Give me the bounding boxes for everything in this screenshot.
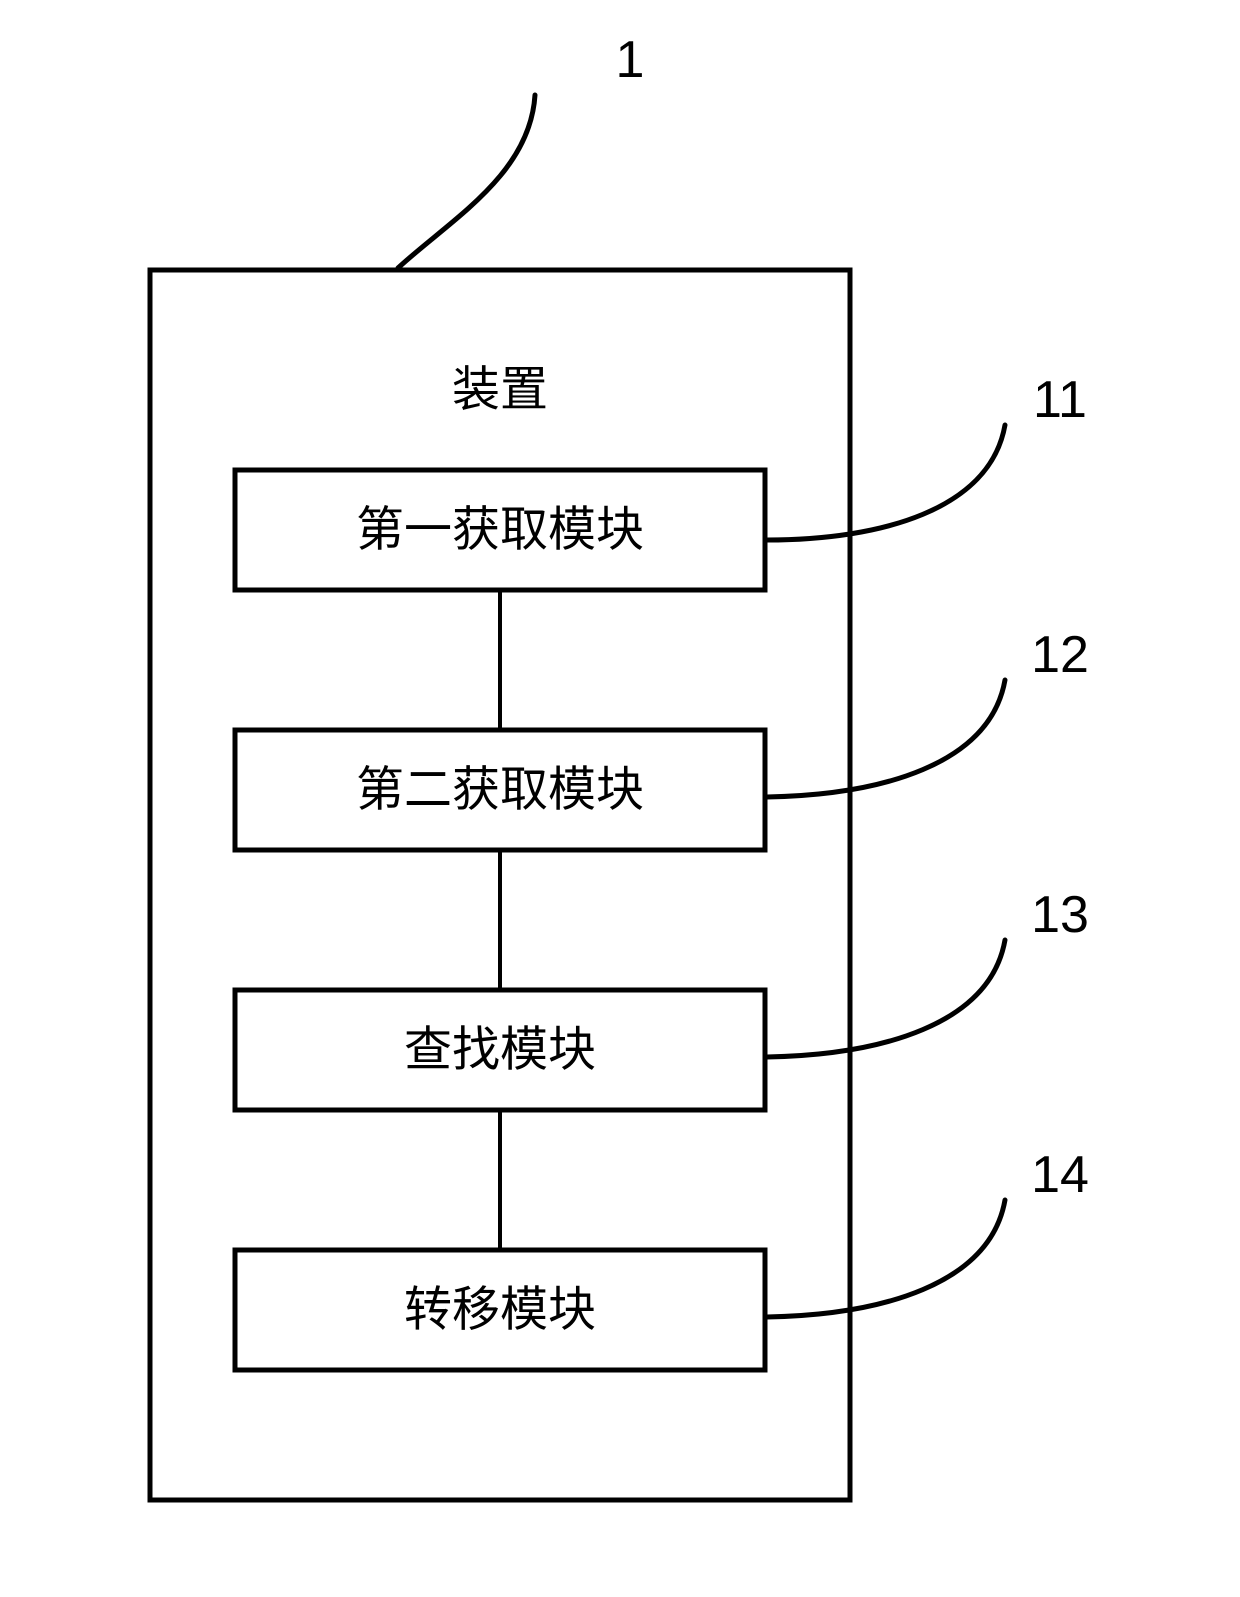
container-title: 装置 — [452, 364, 548, 417]
callout-label: 11 — [1033, 371, 1087, 429]
block-diagram: 装置第一获取模块第二获取模块查找模块转移模块111121314 — [0, 0, 1240, 1597]
module-label: 第二获取模块 — [356, 764, 644, 817]
callout-label: 14 — [1031, 1146, 1089, 1204]
callout-label: 13 — [1031, 886, 1089, 944]
module-label: 查找模块 — [404, 1024, 596, 1077]
callout-label: 1 — [616, 31, 645, 89]
module-label: 转移模块 — [404, 1284, 596, 1337]
callout-label: 12 — [1031, 626, 1089, 684]
module-label: 第一获取模块 — [356, 504, 644, 557]
